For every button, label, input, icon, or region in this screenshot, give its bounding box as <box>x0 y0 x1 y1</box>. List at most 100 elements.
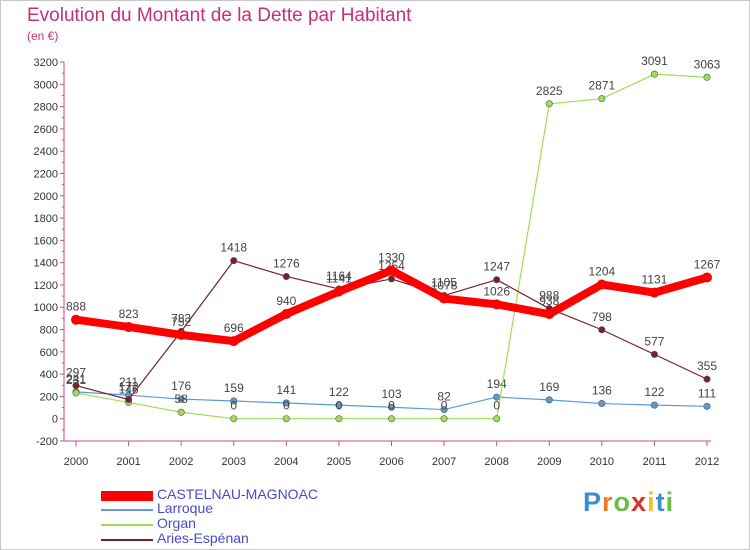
data-point <box>703 402 711 410</box>
data-label: 1141 <box>326 272 352 286</box>
data-point <box>282 415 290 423</box>
y-tick-label: 200 <box>40 391 58 403</box>
legend-label: CASTELNAU-MAGNOAC <box>157 486 319 502</box>
data-point <box>228 336 239 347</box>
data-label: 172 <box>119 380 139 394</box>
data-label: 82 <box>437 390 451 404</box>
chart-title: Evolution du Montant de la Dette par Hab… <box>27 5 412 26</box>
data-point <box>387 403 395 411</box>
data-point <box>282 399 290 407</box>
data-point <box>177 395 185 403</box>
data-label: 1330 <box>378 250 405 264</box>
data-label: 1078 <box>431 279 458 293</box>
data-label: 940 <box>276 294 296 308</box>
data-point <box>176 329 187 340</box>
x-tick-label: 2011 <box>643 456 667 468</box>
data-label: 823 <box>119 307 139 321</box>
y-tick-label: 1400 <box>34 258 58 270</box>
data-point <box>650 350 658 358</box>
x-tick-label: 2010 <box>590 456 614 468</box>
data-label: 355 <box>697 359 717 373</box>
y-tick-label: 400 <box>40 369 58 381</box>
x-tick-label: 2012 <box>695 456 719 468</box>
y-tick-label: 0 <box>52 414 58 426</box>
data-point <box>282 272 290 280</box>
proxiti-logo: Proxiti <box>583 487 675 517</box>
data-point <box>387 415 395 423</box>
data-point <box>230 415 238 423</box>
x-tick-label: 2009 <box>537 456 561 468</box>
data-point <box>230 257 238 265</box>
y-tick-label: 600 <box>40 347 58 359</box>
data-label: 241 <box>66 372 86 386</box>
legend-swatch <box>101 491 153 501</box>
data-label: 988 <box>539 289 559 303</box>
y-tick-label: 1200 <box>34 280 58 292</box>
x-tick-label: 2007 <box>432 456 456 468</box>
y-tick-label: 2000 <box>34 191 58 203</box>
data-point <box>177 408 185 416</box>
data-point <box>545 100 553 108</box>
data-point <box>596 279 607 290</box>
y-tick-label: 3000 <box>34 79 58 91</box>
data-point <box>386 265 397 276</box>
data-point <box>702 272 712 283</box>
data-point <box>71 314 81 325</box>
data-point <box>703 375 711 383</box>
y-tick-label: 800 <box>40 325 58 337</box>
data-point <box>439 293 450 304</box>
data-point <box>440 406 448 414</box>
x-tick-label: 2008 <box>484 456 508 468</box>
legend-swatch <box>101 539 153 541</box>
y-tick-label: 2600 <box>34 124 58 136</box>
data-label: 783 <box>171 311 191 325</box>
data-label: 159 <box>224 381 244 395</box>
data-point <box>72 389 80 397</box>
data-point <box>650 70 658 78</box>
x-tick-label: 2006 <box>379 456 403 468</box>
data-point <box>598 326 606 334</box>
data-label: 752 <box>171 315 191 329</box>
data-point <box>230 397 238 405</box>
data-label: 1164 <box>326 269 352 283</box>
data-label: 231 <box>66 373 86 387</box>
data-point <box>544 309 555 320</box>
data-point <box>125 396 133 404</box>
data-point <box>545 396 553 404</box>
data-label: 1105 <box>431 276 457 290</box>
y-tick-label: 2200 <box>34 168 58 180</box>
data-point <box>72 382 80 390</box>
data-label: 938 <box>539 294 559 308</box>
data-label: 2825 <box>536 84 563 98</box>
data-label: 297 <box>66 366 86 380</box>
data-point <box>491 299 502 310</box>
data-point <box>493 415 501 423</box>
data-label: 3063 <box>694 57 721 71</box>
data-point <box>281 308 292 319</box>
data-point <box>703 73 711 81</box>
data-point <box>493 276 501 284</box>
x-tick-label: 2005 <box>327 456 351 468</box>
data-point <box>333 286 344 297</box>
data-label: 176 <box>171 379 191 393</box>
data-point <box>650 401 658 409</box>
data-label: 1131 <box>642 273 668 287</box>
data-label: 1267 <box>694 257 721 271</box>
data-label: 0 <box>493 399 500 413</box>
data-label: 0 <box>283 399 290 413</box>
data-point <box>335 401 343 409</box>
data-point <box>649 287 660 298</box>
data-label: 696 <box>224 321 244 335</box>
data-label: 0 <box>336 399 343 413</box>
data-label: 103 <box>381 387 401 401</box>
data-label: 58 <box>174 392 188 406</box>
data-label: 111 <box>698 386 717 400</box>
data-label: 888 <box>66 300 86 314</box>
data-point <box>335 415 343 423</box>
y-tick-label: 2400 <box>34 146 58 158</box>
data-label: 0 <box>388 399 395 413</box>
legend-label: Organ <box>157 515 196 531</box>
data-point <box>598 95 606 103</box>
